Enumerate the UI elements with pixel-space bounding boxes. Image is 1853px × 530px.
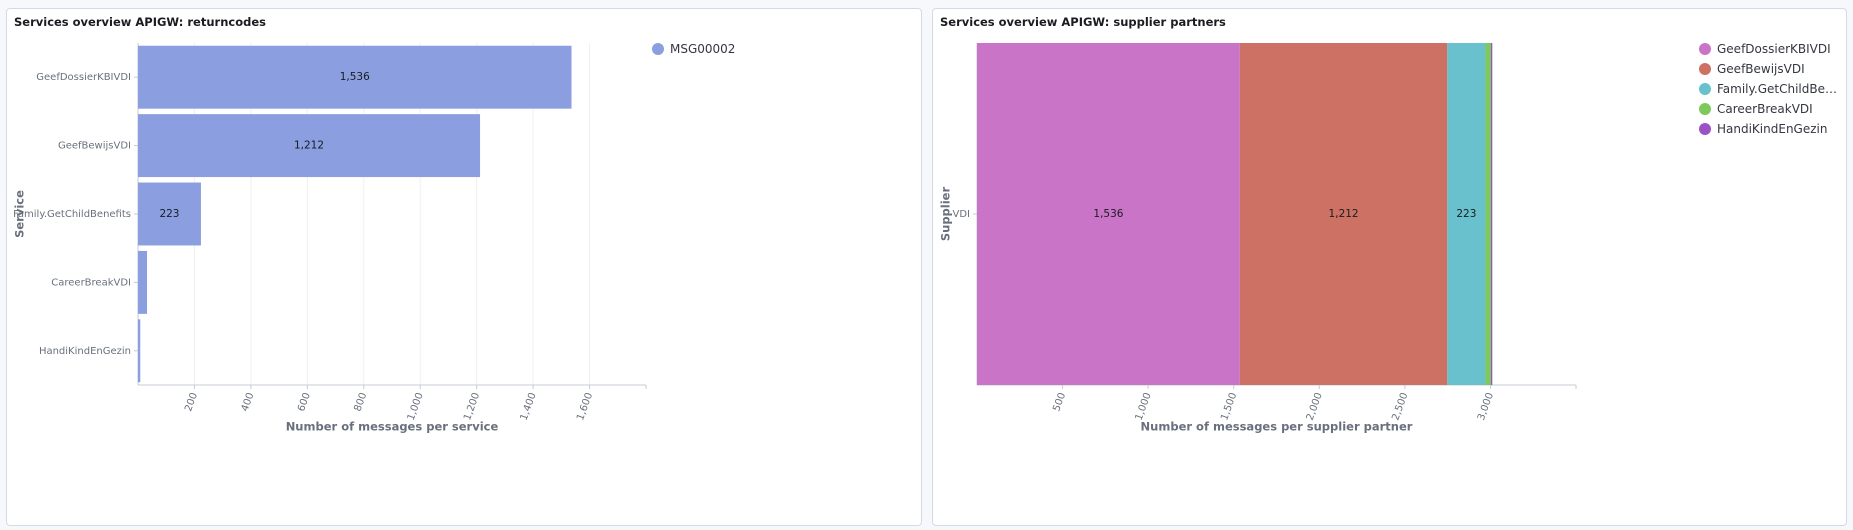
y-tick-label: HandiKindEnGezin [39,346,131,357]
x-tick-label: 2,000 [1305,391,1325,422]
panel-title: Services overview APIGW: returncodes [14,15,266,29]
y-tick-label: CareerBreakVDI [51,277,131,288]
legend-label: Family.GetChildBen... [1717,82,1839,96]
y-axis-title: Service [13,190,27,238]
x-tick-label: 3,000 [1476,391,1496,422]
returncodes-chart-panel: Services overview APIGW: returncodes 200… [6,8,922,526]
chart-legend: MSG00002 [652,39,872,59]
x-tick-label: 1,500 [1219,391,1239,422]
legend-color-dot [1699,43,1711,55]
stacked-bar-segment [1485,43,1491,385]
y-tick-label: GeefDossierKBIVDI [36,72,131,83]
y-tick-label: VDI [953,209,971,220]
legend-item[interactable]: HandiKindEnGezin [1699,119,1839,139]
x-tick-label: 200 [183,391,200,413]
bar [138,250,148,314]
x-tick-label: 1,600 [575,391,595,422]
stacked-bar-segment [1447,43,1486,385]
bar-value-label: 1,212 [294,140,324,152]
legend-item[interactable]: GeefBewijsVDI [1699,59,1839,79]
bar-value-label: 223 [159,208,179,220]
x-axis-title: Number of messages per service [286,420,499,434]
stacked-bar-segment [977,43,1240,385]
y-tick-label: Family.GetChildBenefits [13,209,131,220]
stacked-bar-segment [1239,43,1448,385]
bar [138,45,572,109]
legend-item[interactable]: CareerBreakVDI [1699,99,1839,119]
legend-color-dot [1699,63,1711,75]
legend-color-dot [1699,83,1711,95]
y-axis-title: Supplier [939,187,953,242]
x-tick-label: 800 [353,391,370,413]
supplier-partners-chart-panel: Services overview APIGW: supplier partne… [932,8,1847,526]
x-tick-label: 1,200 [462,391,482,422]
x-axis-title: Number of messages per supplier partner [1141,420,1413,434]
legend-label: HandiKindEnGezin [1717,122,1828,136]
stacked-bar-segment [1490,43,1493,385]
legend-label: GeefBewijsVDI [1717,62,1805,76]
legend-item[interactable]: MSG00002 [652,39,872,59]
legend-label: GeefDossierKBIVDI [1717,42,1831,56]
segment-value-label: 1,212 [1329,208,1359,220]
segment-value-label: 1,536 [1093,208,1123,220]
panel-title: Services overview APIGW: supplier partne… [940,15,1226,29]
x-tick-label: 1,000 [1134,391,1154,422]
y-tick-label: GeefBewijsVDI [58,141,131,152]
bar-value-label: 1,536 [340,71,370,83]
x-tick-label: 1,400 [519,391,539,422]
chart-legend: GeefDossierKBIVDI GeefBewijsVDI Family.Get… [1699,39,1839,139]
segment-value-label: 223 [1456,208,1476,220]
legend-label: CareerBreakVDI [1717,102,1813,116]
bar [138,114,481,178]
legend-color-dot [652,43,664,55]
x-tick-label: 500 [1051,391,1068,413]
bar [138,182,201,246]
x-tick-label: 600 [296,391,313,413]
legend-label: MSG00002 [670,42,736,56]
legend-item[interactable]: Family.GetChildBen... [1699,79,1839,99]
returncodes-chart-svg: 200 400 600 800 1,000 1,200 1,400 1,600 Number o… [13,43,647,434]
bar [138,319,141,383]
legend-item[interactable]: GeefDossierKBIVDI [1699,39,1839,59]
x-tick-label: 2,500 [1390,391,1410,422]
x-tick-label: 1,000 [406,391,426,422]
supplier-partners-chart-svg: 500 1,000 1,500 2,000 2,500 3,000 Number of me… [939,43,1577,434]
x-tick-label: 400 [240,391,257,413]
legend-color-dot [1699,123,1711,135]
legend-color-dot [1699,103,1711,115]
